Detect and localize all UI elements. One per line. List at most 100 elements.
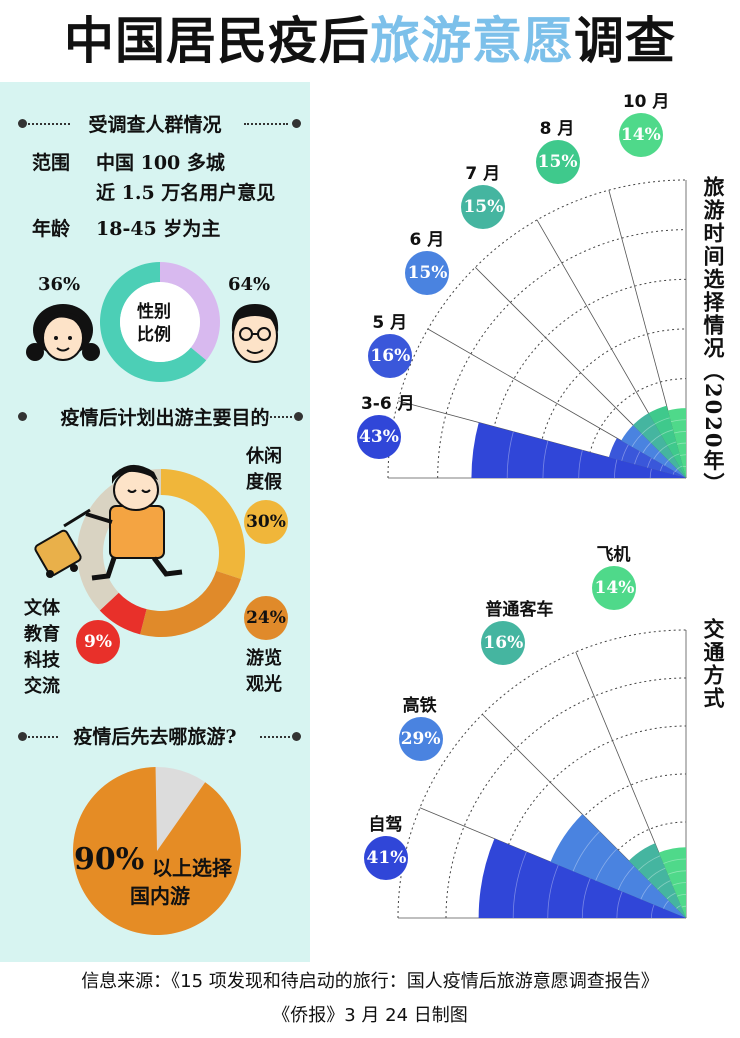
polar-value-badge: 43% bbox=[356, 414, 401, 459]
polar-category-label: 普通客车 bbox=[485, 599, 554, 620]
bullet-dot bbox=[294, 412, 303, 421]
polar-bar bbox=[658, 847, 686, 918]
bar-ring bbox=[667, 441, 677, 446]
bar-ring bbox=[673, 431, 687, 434]
polar-value-badge: 16% bbox=[368, 333, 413, 378]
polar-value-badge: 15% bbox=[461, 185, 506, 230]
purpose-label-sightseeing: 游览观光 bbox=[246, 648, 282, 695]
polar-category-label: 6 月 bbox=[409, 230, 445, 251]
bar-ring bbox=[654, 417, 670, 425]
bar-ring bbox=[663, 858, 687, 864]
divider bbox=[244, 123, 288, 125]
bar-ring bbox=[512, 851, 527, 919]
polar-bar bbox=[633, 413, 686, 478]
bar-ring bbox=[616, 891, 623, 919]
bar-ring bbox=[617, 865, 635, 891]
bar-ring bbox=[614, 459, 618, 479]
footer: 信息来源：《15 项发现和待启动的旅行：国人疫情后旅游意愿调查报告》 《侨报》3… bbox=[0, 965, 740, 1033]
bar-ring bbox=[672, 471, 675, 475]
donut-hole bbox=[120, 282, 200, 362]
traveler-icon bbox=[34, 464, 183, 581]
bar-ring bbox=[676, 905, 682, 909]
polar-value-badge: 15% bbox=[535, 140, 580, 185]
bar-ring bbox=[640, 883, 652, 900]
bar-ring bbox=[647, 457, 652, 468]
polar-bar bbox=[478, 838, 686, 918]
polar-value-badge: 16% bbox=[481, 620, 526, 665]
bar-ring bbox=[621, 444, 629, 461]
title-part3: 调查 bbox=[574, 12, 676, 70]
purpose-slice bbox=[140, 570, 241, 637]
bar-ring bbox=[578, 450, 583, 479]
polar-category-label: 高铁 bbox=[402, 696, 437, 717]
bar-ring bbox=[676, 442, 687, 445]
destination-heading: 疫情后先去哪旅游? bbox=[73, 726, 237, 748]
gender-center-1: 性别 bbox=[137, 302, 171, 322]
purpose-heading: 疫情后计划出游主要目的 bbox=[60, 407, 270, 429]
bar-ring bbox=[666, 892, 676, 900]
purpose-slice bbox=[99, 592, 147, 635]
purpose-value-leisure: 30% bbox=[244, 500, 288, 544]
bar-ring bbox=[547, 864, 559, 919]
source-line: 信息来源：《15 项发现和待启动的旅行：国人疫情后旅游意愿调查报告》 bbox=[81, 971, 659, 992]
bar-ring bbox=[679, 465, 683, 468]
female-avatar-icon bbox=[26, 304, 100, 361]
polar-bar bbox=[648, 405, 686, 478]
bar-ring bbox=[650, 434, 662, 443]
polar-value-badge: 29% bbox=[398, 717, 443, 762]
bar-ring bbox=[506, 431, 514, 479]
bar-ring bbox=[638, 855, 661, 871]
destination-pct: 90% bbox=[74, 842, 145, 877]
polar-category-label: 7 月 bbox=[465, 164, 501, 185]
bar-ring bbox=[572, 831, 600, 872]
bar-ring bbox=[664, 460, 669, 466]
polar-value-badge: 41% bbox=[364, 836, 409, 881]
bar-ring bbox=[642, 442, 651, 454]
travel-time-title: 旅游时间选择情况（2020年） bbox=[701, 176, 726, 496]
polar-bar bbox=[550, 814, 686, 918]
bar-ring bbox=[676, 466, 680, 470]
gender-slice bbox=[100, 262, 207, 382]
purpose-slice bbox=[161, 469, 246, 579]
polar-category-label: 3-6 月 bbox=[360, 393, 415, 414]
bar-ring bbox=[660, 429, 674, 436]
bullet-dot bbox=[18, 119, 27, 128]
gender-center-2: 比例 bbox=[137, 325, 171, 345]
bar-ring bbox=[672, 882, 687, 886]
destination-pie bbox=[73, 767, 241, 935]
bar-ring bbox=[659, 445, 668, 452]
transport-title: 交通方式 bbox=[701, 618, 726, 710]
polar-bar bbox=[667, 408, 686, 478]
credit-line: 《侨报》3 月 24 日制图 bbox=[272, 1005, 468, 1026]
purpose-label-culture: 文体教育科技交流 bbox=[24, 598, 60, 697]
divider bbox=[262, 416, 292, 418]
purpose-label-leisure: 休闲度假 bbox=[246, 446, 282, 493]
bar-ring bbox=[651, 904, 655, 919]
divider bbox=[28, 736, 58, 738]
divider bbox=[28, 123, 70, 125]
bar-ring bbox=[641, 423, 656, 435]
purpose-value-sightseeing: 24% bbox=[244, 596, 288, 640]
scope-line2: 近 1.5 万名用户意见 bbox=[96, 182, 276, 204]
title-highlight: 旅游意愿 bbox=[370, 12, 574, 70]
domestic-slice bbox=[73, 767, 241, 935]
grid-ring bbox=[437, 229, 687, 479]
purpose-value-culture: 9% bbox=[76, 620, 120, 664]
bar-ring bbox=[659, 464, 664, 472]
gender-slice bbox=[160, 262, 221, 361]
divider bbox=[260, 736, 290, 738]
polar-value-badge: 15% bbox=[405, 251, 450, 296]
bar-ring bbox=[657, 880, 671, 890]
bullet-dot bbox=[18, 412, 27, 421]
polar-bar bbox=[608, 438, 686, 478]
polar-bar bbox=[471, 422, 686, 478]
bar-ring bbox=[649, 468, 652, 479]
polar-value-badge: 14% bbox=[592, 566, 637, 611]
bar-ring bbox=[595, 848, 618, 881]
male-avatar-icon bbox=[231, 304, 279, 363]
destination-text2: 国内游 bbox=[130, 884, 190, 908]
bar-ring bbox=[668, 456, 674, 461]
polar-category-label: 自驾 bbox=[368, 815, 403, 836]
destination-text1: 以上选择 bbox=[152, 856, 232, 880]
male-pct: 64% bbox=[228, 274, 271, 295]
